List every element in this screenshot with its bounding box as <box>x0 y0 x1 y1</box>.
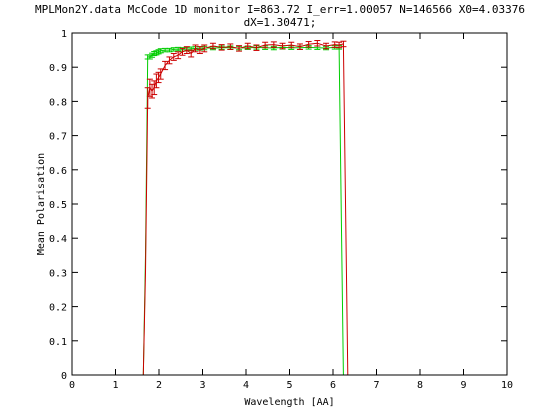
y-tick-label: 0.5 <box>49 200 67 211</box>
y-tick-label: 0.6 <box>49 166 67 177</box>
x-tick-label: 9 <box>460 380 466 391</box>
series-line <box>139 42 353 376</box>
x-tick-label: 0 <box>69 380 75 391</box>
y-tick-label: 0.1 <box>49 337 67 348</box>
x-tick-label: 4 <box>243 380 249 391</box>
axis-ticks <box>71 32 508 376</box>
y-tick-label: 0.7 <box>49 132 67 143</box>
y-tick-label: 0.9 <box>49 63 67 74</box>
y-tick-label: 1 <box>61 29 67 40</box>
chart-title-line-2: dX=1.30471; <box>243 16 317 29</box>
series-1 <box>139 45 353 376</box>
y-tick-label: 0 <box>61 371 67 382</box>
chart-title-line-1: MPLMon2Y.data McCode 1D monitor I=863.72… <box>34 3 526 16</box>
x-tick-label: 10 <box>501 380 513 391</box>
x-axis-label: Wavelength [AA] <box>244 397 334 408</box>
plot-frame <box>71 32 508 376</box>
x-tick-label: 3 <box>199 380 205 391</box>
series-line <box>139 46 353 376</box>
y-axis-label: Mean Polarisation <box>36 153 47 255</box>
series-2 <box>139 40 353 376</box>
y-tick-label: 0.3 <box>49 268 67 279</box>
y-tick-label: 0.8 <box>49 97 67 108</box>
x-tick-label: 7 <box>373 380 379 391</box>
x-tick-label: 5 <box>286 380 292 391</box>
x-tick-label: 2 <box>156 380 162 391</box>
x-tick-label: 8 <box>417 380 423 391</box>
x-tick-label: 1 <box>112 380 118 391</box>
y-tick-label: 0.2 <box>49 303 67 314</box>
y-tick-label: 0.4 <box>49 234 67 245</box>
tick-labels: 0 1 2 3 4 5 6 7 8 9 10 0 0.1 0.2 0.3 0.4 0.5 0.6 0.7 0.8 0.9… <box>49 29 513 391</box>
data-series <box>139 40 353 376</box>
x-tick-label: 6 <box>330 380 336 391</box>
